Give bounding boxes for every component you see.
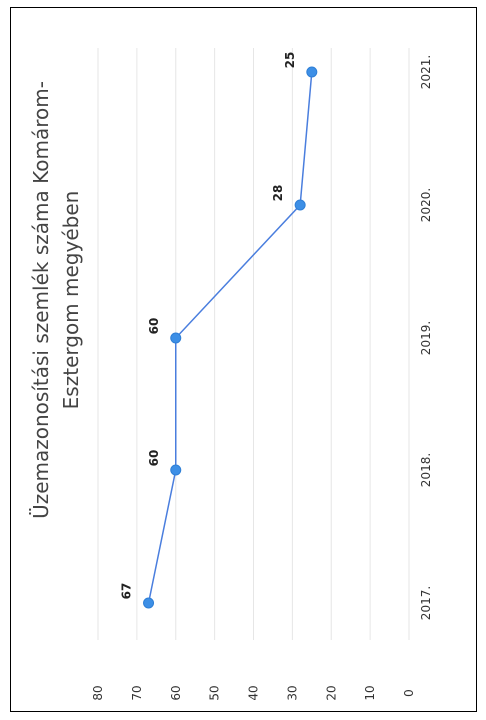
data-label: 28 [271, 185, 285, 202]
y-tick-label: 80 [91, 685, 105, 700]
y-axis-tick-labels: 0 10 20 30 40 50 60 70 80 [91, 685, 416, 700]
x-tick-label: 2017. [419, 586, 433, 620]
x-tick-label: 2018. [419, 453, 433, 487]
data-point [306, 66, 318, 78]
gridlines [97, 48, 410, 640]
chart-title: Üzemazonosítási szemlék száma Komárom- Es… [29, 81, 83, 519]
data-label: 25 [283, 52, 297, 69]
y-tick-label: 20 [324, 685, 338, 700]
y-tick-label: 0 [402, 689, 416, 697]
data-point [170, 332, 182, 344]
x-tick-label: 2020. [419, 188, 433, 222]
chart-frame [10, 7, 477, 712]
x-tick-label: 2021. [419, 55, 433, 89]
data-label: 67 [120, 583, 134, 600]
data-label: 60 [147, 318, 161, 335]
data-point [170, 464, 182, 476]
y-tick-label: 30 [285, 685, 299, 700]
y-tick-label: 40 [247, 685, 261, 700]
y-tick-label: 70 [130, 685, 144, 700]
data-label: 60 [147, 450, 161, 467]
x-axis-tick-labels: 2017. 2018. 2019. 2020. 2021. [419, 55, 433, 620]
x-tick-label: 2019. [419, 321, 433, 355]
data-markers [143, 66, 318, 609]
data-point [294, 199, 306, 211]
chart-title-line: Esztergom megyében [59, 191, 83, 410]
y-tick-label: 60 [169, 685, 183, 700]
data-labels: 67 60 60 28 25 [120, 52, 297, 600]
chart-title-line: Üzemazonosítási szemlék száma Komárom- [29, 81, 53, 519]
data-point [143, 597, 155, 609]
y-tick-label: 10 [363, 685, 377, 700]
y-tick-label: 50 [208, 685, 222, 700]
